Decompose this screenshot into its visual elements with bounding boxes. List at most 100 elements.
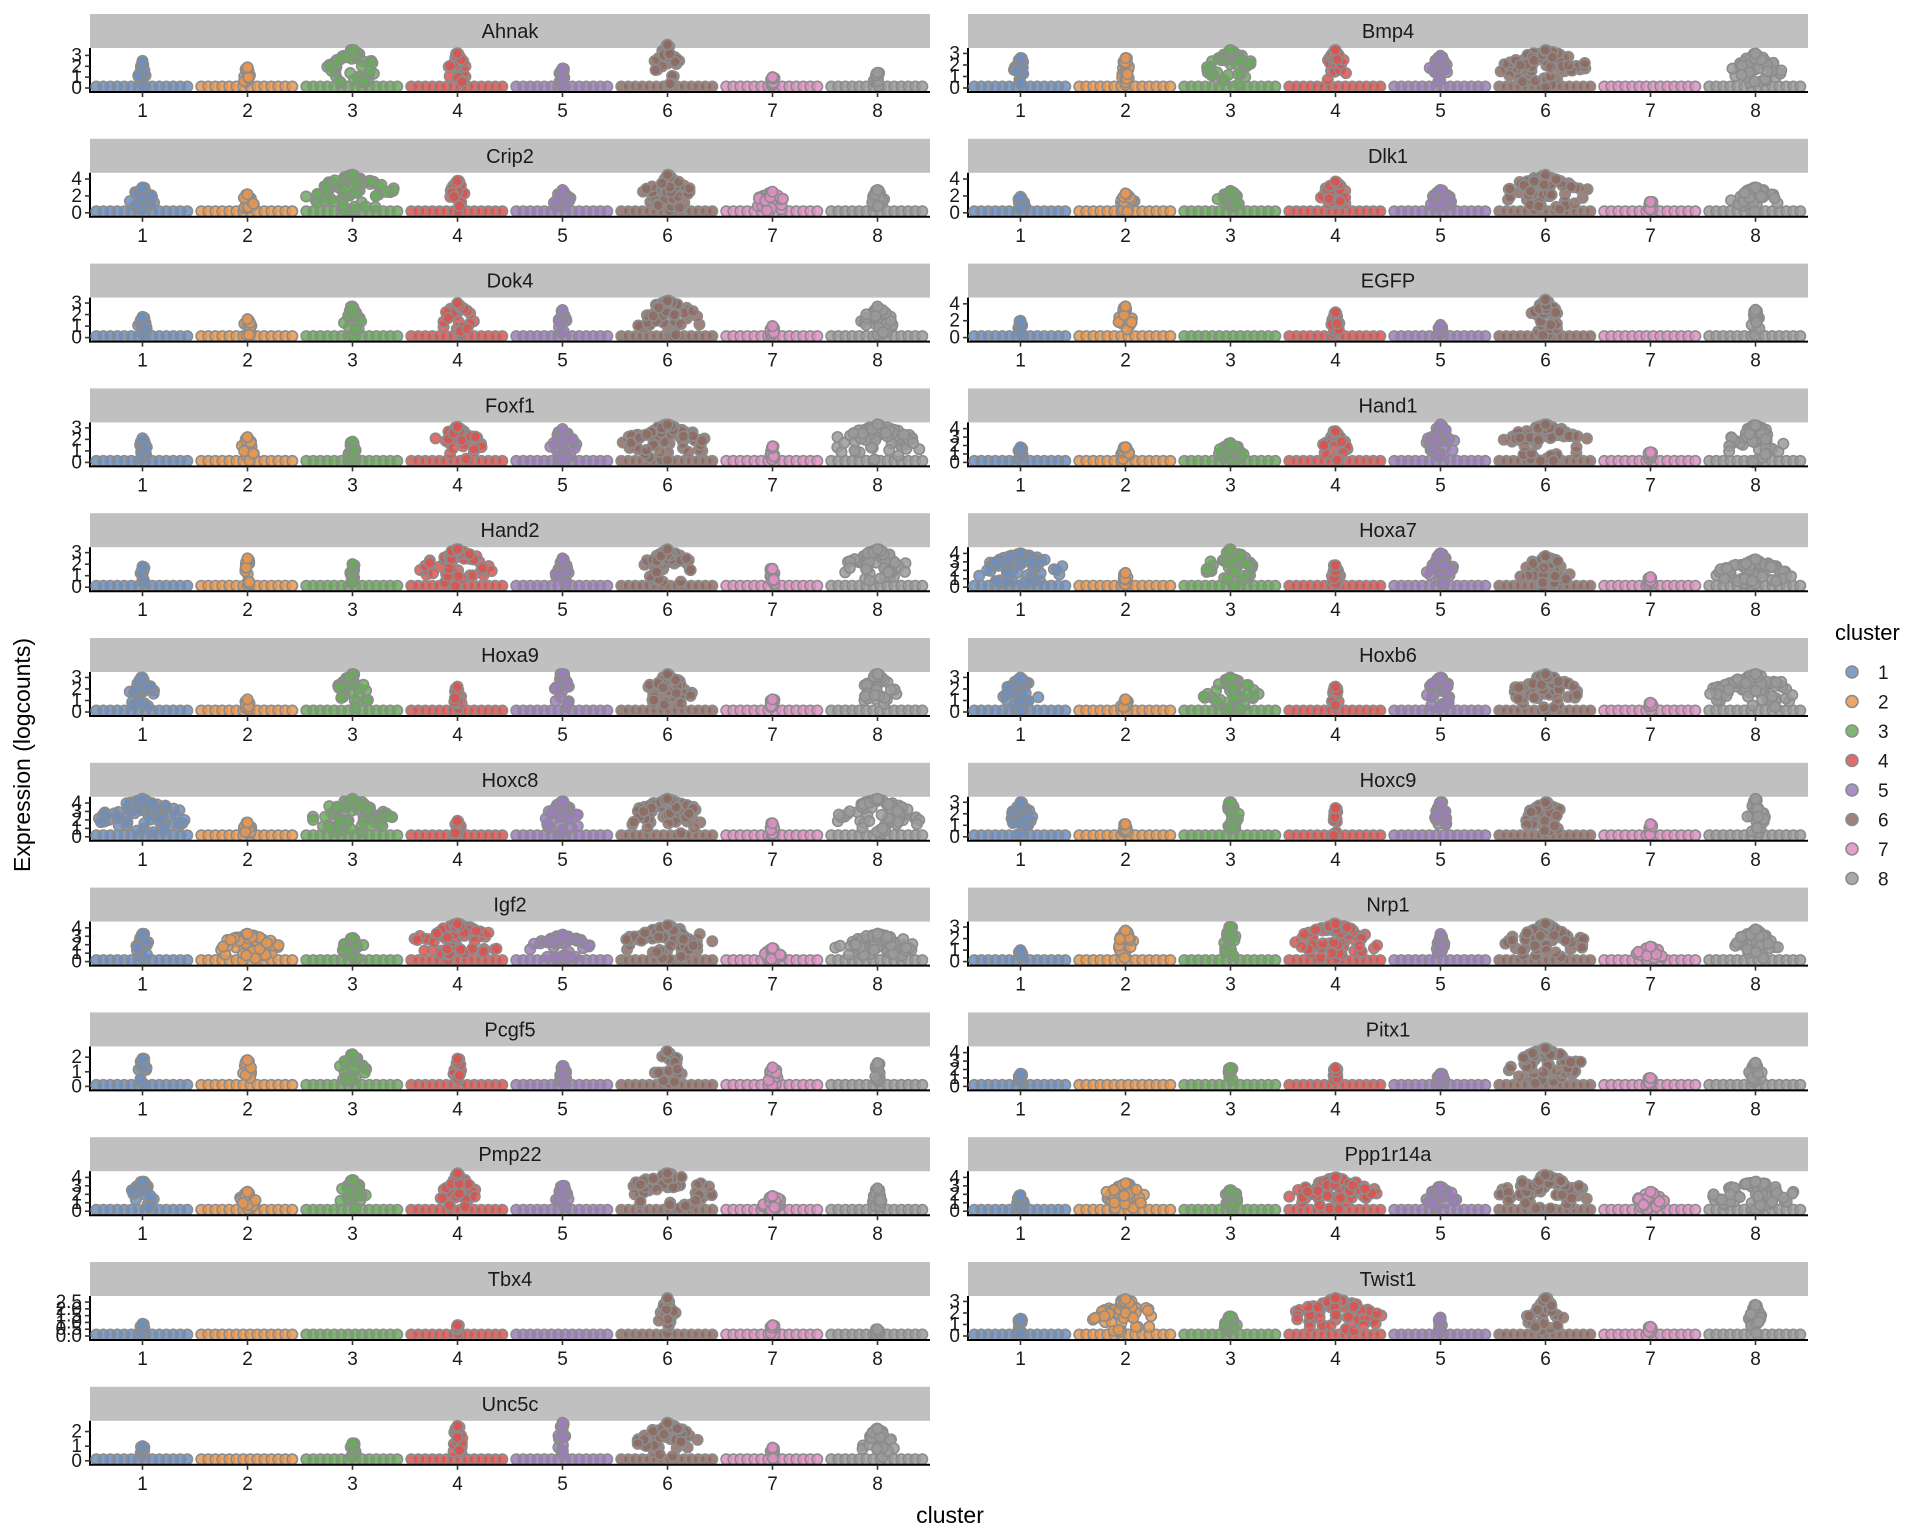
cluster-2-points <box>1073 52 1177 93</box>
data-point <box>1237 448 1250 461</box>
cluster-2-points <box>195 313 299 343</box>
cluster-5-points <box>510 303 614 343</box>
cluster-1-points <box>968 671 1072 718</box>
cluster-6-points <box>1493 43 1597 94</box>
data-point <box>767 573 780 586</box>
x-tick-label: 5 <box>1435 600 1446 621</box>
data-point-max <box>1539 667 1552 680</box>
cluster-4-points <box>1283 680 1387 717</box>
data-point <box>391 454 404 467</box>
cluster-4-points <box>405 174 509 218</box>
x-tick-label: 1 <box>137 475 148 496</box>
data-point <box>1228 691 1241 704</box>
data-point-max <box>241 313 254 326</box>
x-tick-label: 8 <box>1750 600 1761 621</box>
data-point <box>811 454 824 467</box>
data-point-max <box>556 423 569 436</box>
x-tick-label: 2 <box>1120 226 1131 247</box>
data-point <box>706 330 719 343</box>
x-tick-label: 8 <box>872 600 883 621</box>
data-point <box>243 328 256 341</box>
data-point <box>1479 205 1492 218</box>
data-point <box>181 205 194 218</box>
cluster-1-points <box>90 181 194 218</box>
cluster-2-points <box>1073 566 1177 592</box>
facet-strip-label: Dlk1 <box>1368 146 1408 168</box>
data-point-max <box>556 184 569 197</box>
data-point <box>889 556 902 569</box>
data-point <box>897 428 910 441</box>
x-tick-label: 8 <box>1750 226 1761 247</box>
data-point <box>391 80 404 93</box>
cluster-6-points <box>615 667 719 717</box>
data-point <box>1479 579 1492 592</box>
data-point <box>1514 59 1527 72</box>
data-point <box>1213 443 1226 456</box>
data-point <box>369 189 382 202</box>
data-point <box>916 579 929 592</box>
cluster-3-points <box>1178 436 1282 467</box>
data-point <box>1794 454 1807 467</box>
x-tick-label: 2 <box>242 725 253 746</box>
x-tick-label: 2 <box>242 600 253 621</box>
data-point <box>640 428 653 441</box>
data-point <box>1331 454 1344 467</box>
data-point <box>632 319 645 332</box>
data-point <box>331 54 344 67</box>
data-point-max <box>1434 184 1447 197</box>
data-point <box>443 562 456 575</box>
x-tick-label: 6 <box>1540 226 1551 247</box>
y-tick-label: 0 <box>71 78 82 99</box>
data-point <box>1689 454 1702 467</box>
data-point <box>1544 61 1557 74</box>
y-tick-label: 0 <box>949 78 960 99</box>
data-point-max <box>1644 195 1657 208</box>
cluster-1-points <box>90 432 194 467</box>
data-point <box>811 330 824 343</box>
data-point-max <box>556 552 569 565</box>
data-point-max <box>1224 436 1237 449</box>
cluster-5-points <box>510 552 614 592</box>
y-tick-label: 3 <box>71 667 82 688</box>
data-point <box>1197 690 1210 703</box>
x-tick-label: 6 <box>1540 101 1551 122</box>
cluster-1-points <box>968 190 1072 218</box>
data-point <box>247 197 260 210</box>
y-tick-label: 2 <box>949 55 960 76</box>
data-point <box>349 186 362 199</box>
x-tick-label: 4 <box>452 101 463 122</box>
data-point <box>1374 205 1387 218</box>
x-tick-label: 8 <box>872 351 883 372</box>
x-tick-label: 3 <box>1225 351 1236 372</box>
data-point <box>706 579 719 592</box>
data-point <box>363 64 376 77</box>
data-point <box>1756 570 1769 583</box>
data-point <box>1759 433 1772 446</box>
data-point <box>1568 197 1581 210</box>
data-point <box>1761 65 1774 78</box>
data-point <box>916 454 929 467</box>
data-point <box>661 454 674 467</box>
cluster-8-points <box>1703 553 1807 592</box>
data-point <box>476 561 489 574</box>
facet-strip-label: Bmp4 <box>1362 21 1414 43</box>
data-point <box>1442 697 1455 710</box>
cluster-7-points <box>1598 330 1702 343</box>
data-point <box>1025 555 1038 568</box>
data-point <box>1059 80 1072 93</box>
data-point-max <box>1539 168 1552 181</box>
data-point-max <box>136 560 149 573</box>
data-point-max <box>556 667 569 680</box>
data-point-max <box>1434 671 1447 684</box>
data-point <box>1269 579 1282 592</box>
data-point <box>669 328 682 341</box>
cluster-2-points <box>195 61 299 93</box>
y-tick-label: 3 <box>949 667 960 688</box>
data-point-max <box>766 440 779 453</box>
cluster-7-points <box>1598 571 1702 592</box>
data-point-max <box>1014 314 1027 327</box>
data-point <box>333 75 346 88</box>
data-point <box>1227 681 1240 694</box>
